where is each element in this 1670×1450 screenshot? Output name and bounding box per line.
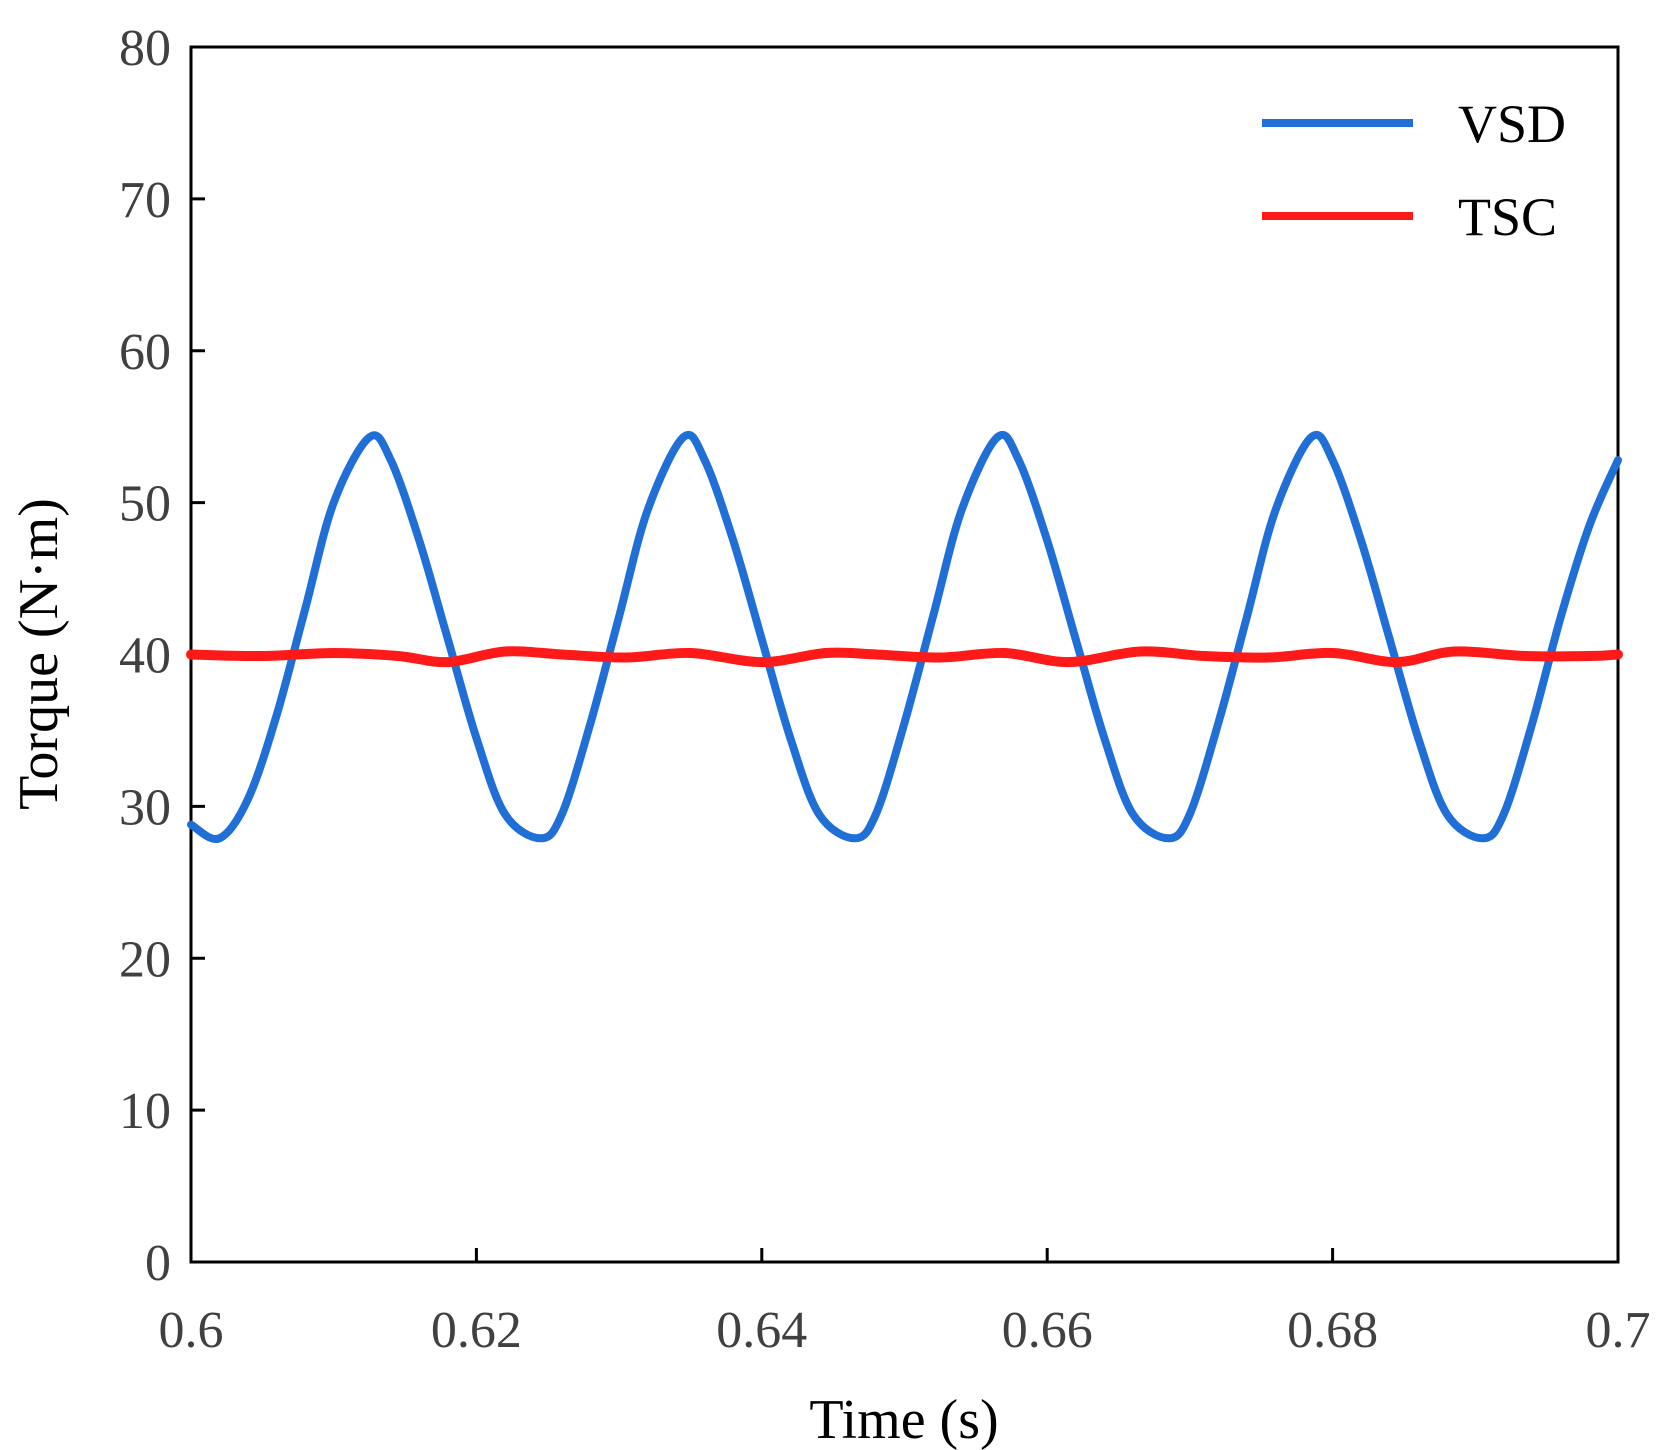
y-axis: 0 10 20 30 40 50 60 70 80 bbox=[119, 20, 205, 1292]
x-tick-label: 0.68 bbox=[1287, 1302, 1378, 1359]
y-tick-label: 10 bbox=[119, 1083, 171, 1140]
y-tick-label: 60 bbox=[119, 324, 171, 381]
y-tick-label: 20 bbox=[119, 931, 171, 988]
y-tick-label: 50 bbox=[119, 476, 171, 533]
y-tick-label: 30 bbox=[119, 779, 171, 836]
legend-label-vsd: VSD bbox=[1458, 94, 1566, 154]
y-tick-label: 70 bbox=[119, 172, 171, 229]
x-axis-title: Time (s) bbox=[809, 1389, 998, 1450]
x-tick-label: 0.64 bbox=[716, 1302, 807, 1359]
y-tick-label: 0 bbox=[145, 1235, 171, 1292]
y-tick-label: 40 bbox=[119, 628, 171, 685]
y-tick-label: 80 bbox=[119, 20, 171, 77]
x-tick-label: 0.62 bbox=[431, 1302, 522, 1359]
legend: VSD TSC bbox=[1262, 94, 1566, 247]
legend-label-tsc: TSC bbox=[1458, 187, 1557, 247]
series-vsd-line bbox=[187, 430, 1622, 843]
x-axis: 0.6 0.62 0.64 0.66 0.68 0.7 bbox=[159, 1248, 1651, 1359]
x-tick-label: 0.7 bbox=[1586, 1302, 1651, 1359]
series-tsc-line bbox=[186, 646, 1623, 668]
y-axis-title: Torque (N·m) bbox=[8, 498, 70, 810]
series-layer bbox=[186, 430, 1623, 843]
x-tick-label: 0.6 bbox=[159, 1302, 224, 1359]
x-tick-label: 0.66 bbox=[1002, 1302, 1093, 1359]
